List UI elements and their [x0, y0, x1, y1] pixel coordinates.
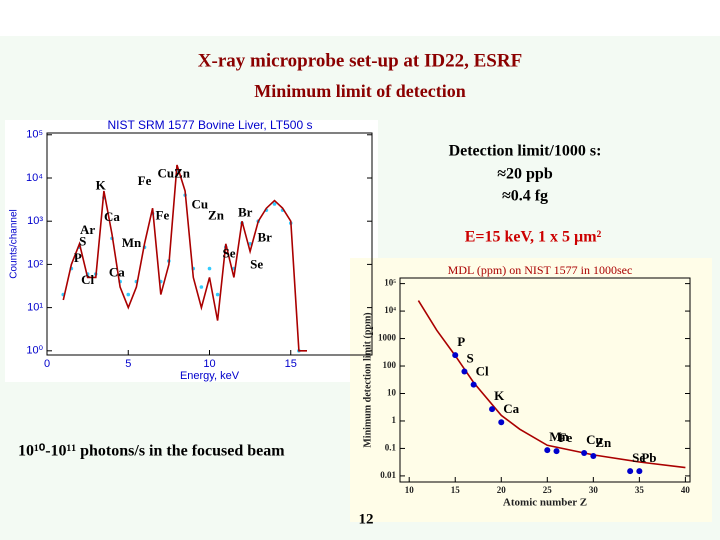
beam-note: E=15 keV, 1 x 5 µm²	[465, 229, 602, 246]
y-tick-label: 0.01	[380, 470, 396, 480]
data-point	[636, 468, 643, 475]
data-point	[470, 381, 477, 388]
chart-title: NIST SRM 1577 Bovine Liver, LT500 s	[108, 118, 313, 132]
series-line	[62, 164, 307, 352]
y-tick-label: 10⁵	[26, 129, 43, 141]
x-tick-label: 0	[44, 358, 50, 370]
point-label: Fe	[559, 430, 573, 445]
series-line	[417, 300, 686, 469]
point-label: P	[457, 334, 465, 349]
y-tick-label: 10	[387, 388, 397, 398]
annotation: P	[74, 250, 82, 265]
annotation: Se	[223, 245, 236, 260]
note: Detection limit/1000 s:	[449, 143, 602, 160]
data-point	[581, 450, 588, 457]
data-point	[207, 266, 212, 271]
point-label: S	[466, 351, 473, 366]
annotation: Cu	[191, 197, 208, 212]
annotation: Mn	[122, 235, 142, 250]
x-axis-label: Energy, keV	[180, 370, 240, 382]
annotation: Br	[258, 229, 273, 244]
x-tick-label: 35	[635, 485, 645, 495]
point-label: Pb	[641, 450, 656, 465]
annotation: Cl	[81, 272, 94, 287]
y-tick-label: 0.1	[385, 442, 397, 452]
x-tick-label: 5	[125, 358, 131, 370]
annotation: Ar	[80, 222, 95, 237]
point-label: Se	[632, 450, 645, 465]
data-point	[498, 419, 505, 426]
data-point	[199, 285, 204, 289]
x-tick-label: 10	[405, 485, 415, 495]
point-label: K	[494, 388, 505, 403]
data-point	[126, 292, 131, 297]
annotation: CuZn	[157, 166, 190, 181]
y-tick-label: 100	[383, 360, 397, 370]
point-label: Ca	[503, 401, 519, 416]
data-point	[627, 468, 634, 475]
x-tick-label: 40	[681, 485, 691, 495]
header-band	[0, 0, 720, 36]
x-tick-label: 25	[543, 485, 553, 495]
x-axis-label: Atomic number Z	[503, 497, 587, 509]
y-tick-label: 10⁰	[26, 345, 43, 357]
chart-title: MDL (ppm) on NIST 1577 in 1000sec	[448, 263, 633, 277]
y-tick-label: 1000	[378, 333, 397, 343]
page-number: 12	[359, 511, 374, 527]
data-point	[544, 447, 551, 454]
annotation: K	[96, 178, 107, 193]
x-tick-label: 15	[451, 485, 461, 495]
data-point	[590, 453, 597, 460]
note: ≈0.4 fg	[502, 188, 548, 205]
annotation: Zn	[208, 207, 225, 222]
data-point	[248, 241, 252, 246]
x-tick-label: 20	[497, 485, 507, 495]
annotation: Ca	[104, 209, 120, 224]
y-tick-label: 10⁴	[384, 305, 396, 315]
slide-subtitle: Minimum limit of detection	[254, 81, 465, 101]
slide-title: X-ray microprobe set-up at ID22, ESRF	[198, 50, 522, 71]
data-point	[461, 368, 468, 375]
y-axis-label: Counts/channel	[9, 209, 20, 279]
y-tick-label: 1	[392, 415, 397, 425]
annotation: Ca	[109, 264, 125, 279]
y-tick-label: 10²	[27, 258, 43, 270]
x-tick-label: 15	[285, 358, 297, 370]
note: ≈20 ppb	[497, 166, 553, 183]
point-label: Cl	[476, 364, 489, 379]
data-point	[272, 202, 277, 206]
annotation: S	[79, 234, 86, 249]
y-tick-label: 10³	[27, 215, 43, 227]
annotation: Br	[238, 205, 253, 220]
y-tick-label: 10⁵	[384, 278, 396, 288]
point-label: Cu	[586, 432, 603, 447]
y-tick-label: 10⁴	[26, 172, 43, 184]
data-point	[215, 292, 220, 297]
annotation: Fe	[156, 207, 170, 222]
point-label: Zn	[595, 435, 612, 450]
y-tick-label: 10¹	[27, 302, 43, 314]
flux-note: 10¹⁰-10¹¹ photons/s in the focused beam	[18, 443, 285, 460]
x-tick-label: 10	[203, 358, 215, 370]
x-tick-label: 30	[589, 485, 599, 495]
data-point	[489, 406, 496, 413]
chart-panel	[350, 258, 712, 522]
annotation: Se	[250, 256, 263, 271]
y-axis-label: Minimum detection limit (ppm)	[362, 312, 373, 447]
data-point	[553, 448, 560, 455]
annotation: Fe	[138, 173, 152, 188]
plot-frame	[399, 277, 691, 483]
point-label: Mn	[549, 429, 569, 444]
data-point	[452, 352, 459, 359]
